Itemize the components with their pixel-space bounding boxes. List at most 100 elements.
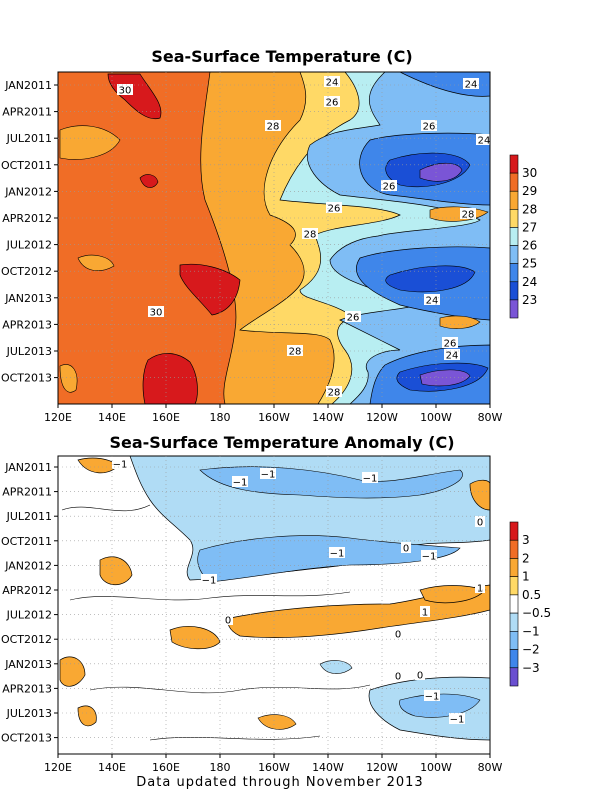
sst-region-30 [179,263,241,316]
anomaly-y-axis: JAN2011 APR2011 JUL2011 OCT2011 JAN2012 APR20… [1,461,58,745]
svg-text:−1: −1 [233,478,248,489]
anomaly-colorbar-label: −0.5 [522,606,551,620]
sst-x-tick-label: 160E [152,411,180,424]
svg-text:26: 26 [326,98,339,109]
sst-pocket-28 [59,125,121,160]
anomaly-colorbar-label: −1 [522,624,540,638]
anomaly-x-tick-label: 160W [258,761,290,774]
svg-text:−1: −1 [113,460,128,471]
sst-y-tick-label: APR2011 [2,106,52,119]
sst-y-tick-label: JAN2013 [4,292,52,305]
anomaly-colorbar: 3 2 1 0.5 −0.5 −1 −2 −3 [509,521,551,687]
sst-colorbar-label: 27 [522,220,537,234]
svg-text:26: 26 [328,204,341,215]
anomaly-colorbar-label: −3 [522,661,540,675]
sst-colorbar-label: 23 [522,293,537,307]
sst-y-tick-label: OCT2011 [1,159,52,172]
svg-text:24: 24 [326,78,339,89]
sst-colorbar-swatch [509,227,519,246]
anomaly-y-tick-label: APR2011 [2,486,52,499]
svg-text:−1: −1 [425,692,440,703]
anomaly-contour-label: 0 [223,614,233,627]
anomaly-colorbar-swatch [509,521,519,541]
anomaly-contour-label: −1 [260,468,276,481]
sst-contour-label: 24 [463,78,479,91]
sst-colorbar-label: 26 [522,239,537,253]
svg-text:30: 30 [150,308,163,319]
svg-text:0: 0 [477,518,483,529]
sst-region-23 [385,265,476,293]
sst-x-tick-label: 140E [98,411,126,424]
anomaly-colorbar-swatch [509,558,519,577]
sst-grid [58,72,490,404]
sst-anomaly-panel: Sea-Surface Temperature Anomaly (C) [1,433,551,774]
anomaly-colorbar-swatch [509,594,519,614]
sst-colorbar-swatch [509,299,519,319]
svg-text:1: 1 [477,584,483,595]
anomaly-x-tick-label: 100W [420,761,452,774]
anomaly-colorbar-label: −2 [522,643,540,657]
svg-text:26: 26 [347,313,360,324]
sst-region-30 [139,174,159,188]
anomaly-x-axis: 120E 140E 160E 180 160W 140W 120W 100W 80W [44,754,503,774]
svg-text:24: 24 [478,136,491,147]
anomaly-x-tick-label: 120E [44,761,72,774]
sst-colorbar-label: 28 [522,202,537,216]
anomaly-contour-label: 0 [393,670,403,683]
anomaly-colorbar-label: 1 [522,570,530,584]
sst-contour-label: 28 [460,208,476,221]
anomaly-contour-label: 0 [401,542,411,555]
anomaly-contour-label: −1 [362,472,378,485]
anomaly-field [58,456,490,754]
anomaly-colorbar-label: 0.5 [522,588,541,602]
sst-region-below-23 [419,369,471,387]
sst-x-tick-label: 160W [258,411,290,424]
svg-text:28: 28 [289,347,302,358]
sst-contour-label: 24 [476,134,492,147]
anomaly-y-tick-label: JUL2011 [6,510,52,523]
svg-text:28: 28 [267,122,280,133]
svg-text:26: 26 [444,339,457,350]
anomaly-contour-label: 1 [475,582,485,595]
anomaly-grid [58,456,490,754]
svg-text:24: 24 [446,351,459,362]
svg-text:26: 26 [383,182,396,193]
sst-contour-label: 24 [324,76,340,89]
anomaly-y-tick-label: APR2013 [2,682,52,695]
svg-text:−1: −1 [202,576,217,587]
anomaly-x-tick-label: 140W [312,761,344,774]
anomaly-colorbar-swatch [509,649,519,669]
anomaly-contour-label: −1 [232,476,248,489]
svg-text:−1: −1 [261,470,276,481]
sst-contour-label: 28 [265,120,281,133]
anomaly-region-plus-0.5 [169,626,221,650]
sst-colorbar-label: 29 [522,184,537,198]
sst-y-tick-label: APR2013 [2,318,52,331]
anomaly-contour-label: 0 [475,516,485,529]
sst-pocket-28 [77,254,115,271]
anomaly-x-tick-label: 80W [478,761,503,774]
anomaly-colorbar-label: 2 [522,551,530,565]
sst-x-tick-label: 140W [312,411,344,424]
anomaly-x-tick-label: 120W [366,761,398,774]
svg-text:0: 0 [395,630,401,641]
anomaly-contour-label: 0 [393,628,403,641]
sst-y-tick-label: JUL2012 [6,239,52,252]
sst-contour-label: 26 [381,180,397,193]
sst-region-below-23 [419,162,463,182]
sst-colorbar-swatch [509,172,519,192]
anomaly-y-tick-label: OCT2011 [1,535,52,548]
sst-contour-label: 26 [345,311,361,324]
svg-text:0: 0 [225,616,231,627]
svg-text:0: 0 [395,672,401,683]
sst-colorbar-swatch [509,190,519,210]
sst-contour-label: 26 [326,202,342,215]
anomaly-y-tick-label: JAN2012 [4,559,52,572]
svg-text:30: 30 [119,86,132,97]
sst-contour-label: 24 [424,294,440,307]
anomaly-contour-label: 1 [420,606,430,619]
anomaly-contour-label: −1 [201,574,217,587]
sst-y-tick-label: JUL2013 [6,345,52,358]
